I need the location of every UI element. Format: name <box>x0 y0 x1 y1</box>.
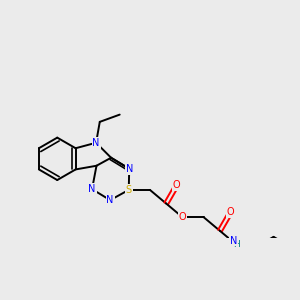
Text: O: O <box>227 207 234 218</box>
Text: N: N <box>125 164 133 174</box>
Text: O: O <box>173 180 181 190</box>
Text: S: S <box>126 185 132 195</box>
Text: N: N <box>92 138 100 148</box>
Text: N: N <box>230 236 237 246</box>
Text: O: O <box>178 212 186 222</box>
Text: N: N <box>106 195 114 205</box>
Text: H: H <box>233 240 239 249</box>
Text: N: N <box>88 184 96 194</box>
